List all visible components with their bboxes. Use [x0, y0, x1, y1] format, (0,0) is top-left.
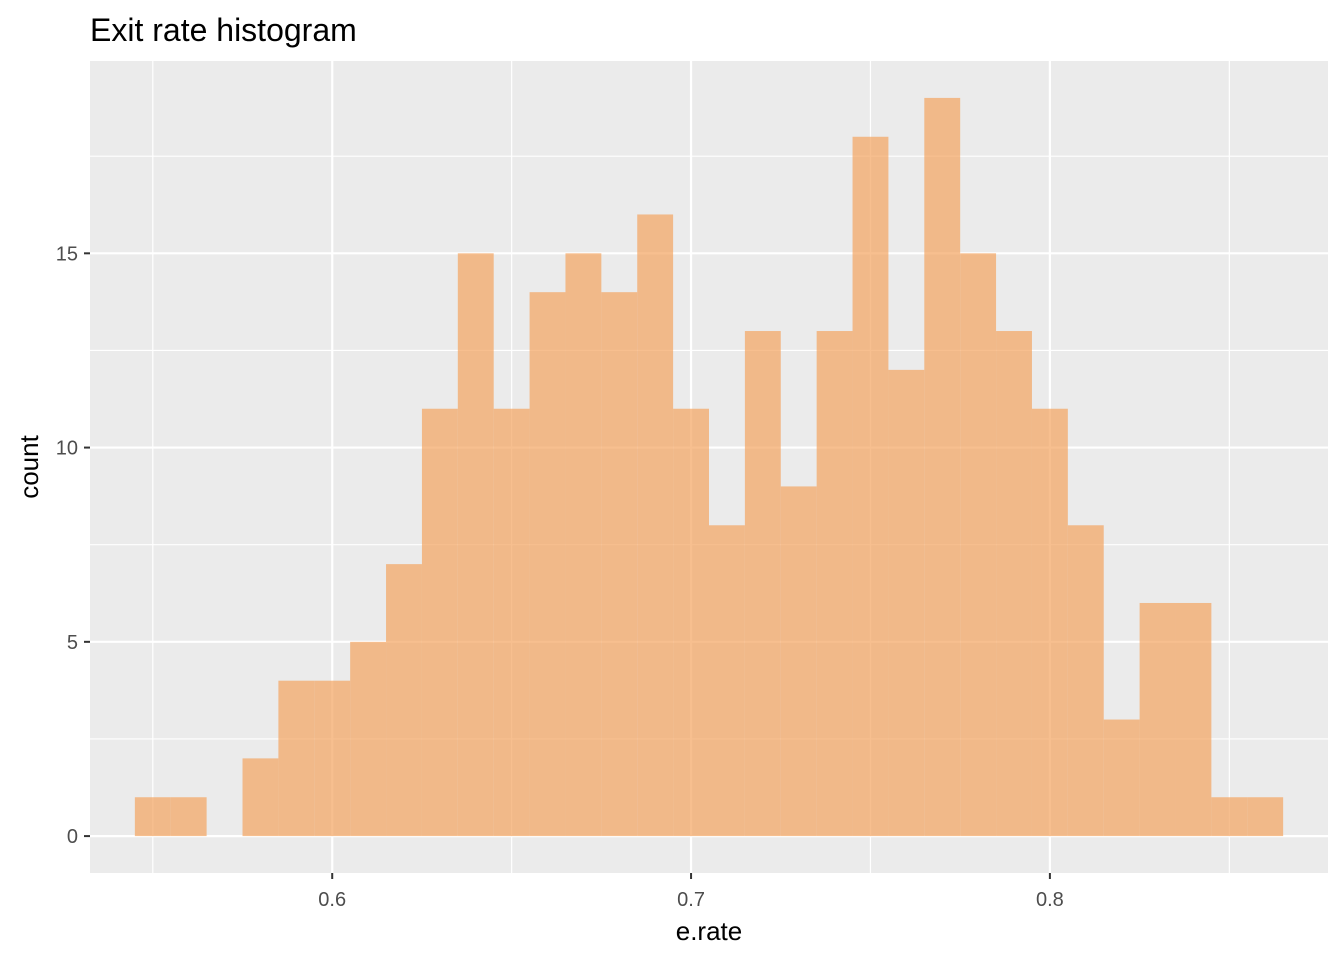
histogram-bars: [134, 97, 1284, 837]
y-tick-label: 10: [56, 438, 78, 460]
y-tick-label: 5: [67, 632, 78, 654]
histogram-bar: [278, 680, 315, 837]
histogram-bar: [852, 136, 889, 837]
histogram-bar: [350, 641, 387, 837]
histogram-bar: [996, 331, 1032, 837]
histogram-bar: [1175, 602, 1212, 837]
histogram-bar: [242, 758, 279, 837]
histogram-bar: [744, 331, 781, 837]
x-axis: 0.6 0.7 0.8: [318, 873, 1064, 911]
y-tick-label: 0: [67, 826, 78, 848]
histogram-bar: [386, 564, 422, 837]
histogram-bar: [134, 797, 171, 837]
histogram-bar: [493, 408, 530, 837]
histogram-bar: [780, 486, 817, 837]
histogram-bar: [457, 253, 494, 837]
histogram-bar: [1067, 525, 1104, 837]
histogram-bar: [170, 797, 207, 837]
histogram-bar: [1139, 602, 1176, 837]
histogram-bar: [960, 253, 997, 837]
histogram-bar: [565, 253, 602, 837]
histogram-bar: [1031, 408, 1068, 837]
histogram-bar: [1247, 797, 1284, 837]
histogram-bar: [421, 408, 458, 837]
histogram-bar: [924, 97, 961, 837]
histogram-bar: [888, 369, 925, 837]
histogram-bar: [314, 680, 351, 837]
x-tick-label: 0.6: [318, 889, 346, 911]
y-tick-label: 15: [56, 243, 78, 265]
histogram-bar: [673, 408, 709, 837]
x-axis-title: e.rate: [676, 916, 743, 946]
histogram-bar: [1211, 797, 1248, 837]
histogram-bar: [1103, 719, 1140, 837]
histogram-bar: [529, 292, 566, 837]
histogram-bar: [601, 292, 638, 837]
x-tick-label: 0.7: [677, 889, 705, 911]
histogram-bar: [709, 525, 745, 837]
x-tick-label: 0.8: [1036, 889, 1064, 911]
y-axis: 0 5 10 15: [56, 243, 90, 848]
histogram-bar: [816, 331, 853, 837]
y-axis-title: count: [14, 434, 44, 498]
chart-title: Exit rate histogram: [90, 12, 357, 48]
histogram-bar: [637, 214, 674, 837]
